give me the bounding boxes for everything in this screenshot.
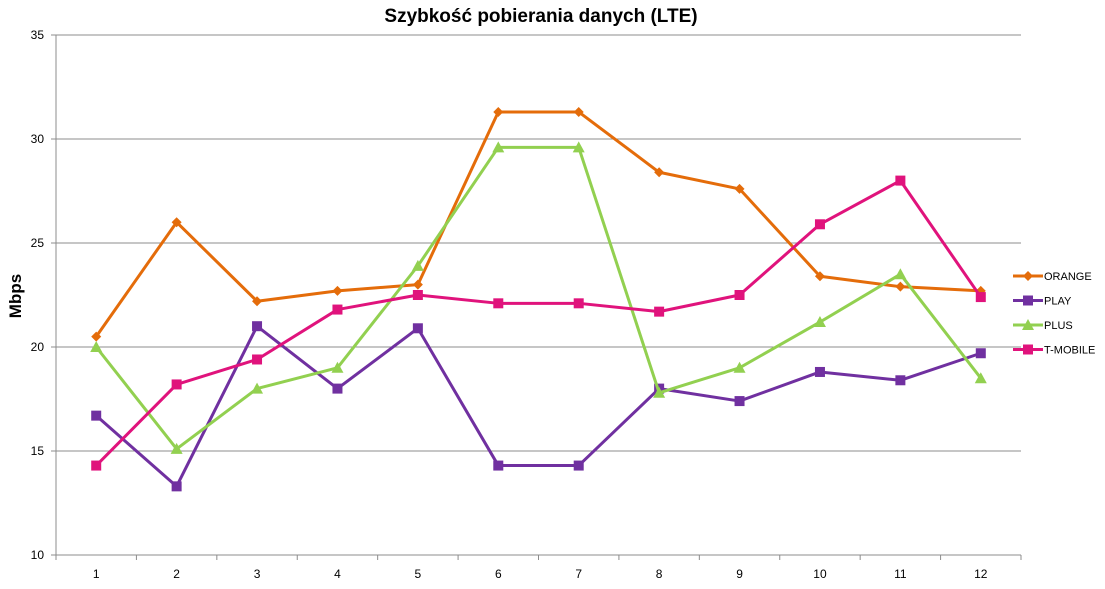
data-point-orange (654, 167, 665, 178)
data-point-play (332, 383, 343, 394)
y-axis-label: Mbps (6, 274, 25, 318)
x-tick-label: 2 (173, 567, 180, 581)
legend-marker (1023, 271, 1033, 281)
x-tick-label: 11 (894, 567, 907, 581)
x-tick-label: 1 (93, 567, 100, 581)
data-point-t-mobile (252, 354, 263, 365)
legend: ORANGE PLAY PLUS T-MOBILE (1013, 271, 1095, 357)
y-tick-label: 30 (31, 132, 45, 146)
data-point-orange (412, 279, 423, 290)
data-point-t-mobile (734, 290, 745, 300)
data-point-plus (492, 141, 505, 153)
data-point-play (734, 396, 745, 407)
data-point-play (171, 481, 182, 492)
legend-item-orange: ORANGE (1013, 271, 1092, 283)
data-point-plus (170, 442, 183, 454)
x-tick-label: 7 (575, 567, 582, 581)
series-line-orange (94, 110, 981, 338)
data-point-t-mobile (573, 298, 584, 309)
data-point-play (252, 321, 263, 332)
x-tick-label: 5 (415, 567, 422, 581)
data-point-t-mobile (654, 306, 665, 317)
legend-item-play: PLAY (1013, 295, 1072, 308)
data-point-play (895, 375, 906, 386)
x-tick-label: 3 (254, 567, 261, 581)
legend-label: T-MOBILE (1044, 345, 1095, 357)
data-point-orange (573, 106, 584, 117)
x-tick-label: 12 (974, 567, 988, 581)
legend-item-plus: PLUS (1013, 319, 1073, 332)
series-lines (90, 106, 987, 492)
data-point-plus (572, 141, 585, 153)
data-point-plus (251, 382, 264, 394)
series-line-play (95, 324, 982, 488)
series-plus (90, 141, 987, 454)
data-point-play (412, 323, 423, 334)
series-line-plus (95, 145, 982, 451)
data-point-orange (734, 183, 745, 194)
y-tick-label: 20 (31, 340, 45, 354)
data-point-t-mobile (91, 460, 102, 471)
y-tick-label: 35 (31, 28, 45, 42)
series-line-t-mobile (95, 179, 983, 467)
x-tick-label: 10 (813, 567, 827, 581)
data-point-orange (91, 331, 102, 342)
data-point-play (91, 410, 102, 421)
data-point-plus (653, 386, 666, 398)
data-point-t-mobile (895, 175, 906, 186)
series-play (91, 321, 986, 492)
data-point-t-mobile (332, 304, 343, 315)
data-point-play (814, 366, 825, 377)
legend-marker (1022, 319, 1034, 330)
data-point-orange (252, 296, 263, 307)
y-tick-label: 10 (31, 548, 45, 562)
data-point-t-mobile (814, 219, 825, 230)
data-point-t-mobile (171, 379, 182, 390)
x-tick-label: 9 (736, 567, 743, 581)
x-tick-label: 6 (495, 567, 502, 581)
x-tick-label: 4 (334, 567, 341, 581)
data-point-plus (90, 341, 103, 352)
legend-label: PLUS (1044, 320, 1073, 332)
legend-item-t-mobile: T-MOBILE (1013, 344, 1095, 357)
data-point-plus (331, 361, 344, 373)
x-tick-label: 8 (656, 567, 663, 581)
data-point-plus (813, 316, 826, 328)
series-t-mobile (91, 175, 986, 471)
gridlines (51, 34, 1021, 556)
y-tick-label: 15 (31, 444, 45, 458)
data-point-t-mobile (412, 290, 423, 300)
data-point-plus (894, 268, 907, 280)
legend-label: PLAY (1044, 296, 1072, 308)
data-point-t-mobile (493, 298, 504, 309)
data-point-t-mobile (975, 292, 986, 303)
data-point-plus (733, 361, 746, 373)
data-point-orange (493, 106, 504, 117)
data-point-plus (974, 372, 987, 384)
data-point-play (573, 460, 584, 471)
data-point-play (975, 348, 986, 359)
legend-marker (1023, 295, 1033, 306)
data-point-orange (814, 271, 825, 282)
data-point-orange (332, 285, 343, 296)
chart-title: Szybkość pobierania danych (LTE) (384, 6, 697, 27)
data-point-orange (171, 217, 182, 228)
data-point-play (493, 460, 504, 471)
legend-label: ORANGE (1044, 271, 1092, 283)
y-tick-label: 25 (31, 236, 45, 250)
legend-marker (1023, 344, 1033, 355)
data-point-plus (411, 259, 424, 271)
series-orange (91, 106, 986, 342)
data-point-orange (895, 281, 906, 292)
